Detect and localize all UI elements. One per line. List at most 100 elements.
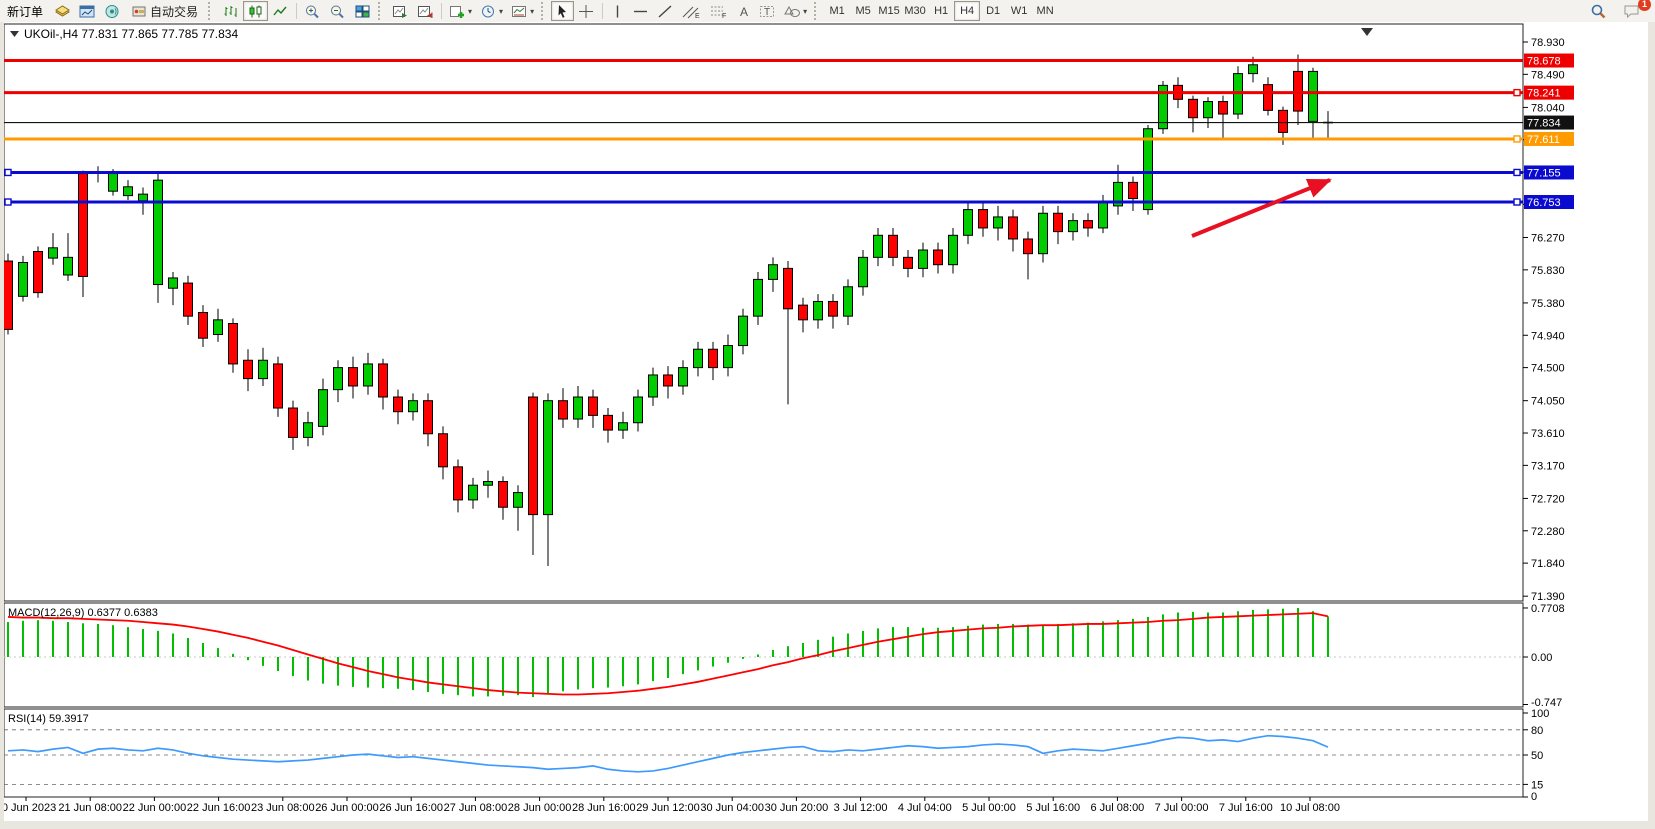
window-edge-bottom <box>0 821 1655 829</box>
macd-signal-line <box>7 612 1329 696</box>
candle <box>678 360 688 395</box>
line-handle[interactable] <box>1513 88 1521 97</box>
tile-windows-icon[interactable] <box>350 1 375 21</box>
date-label: 29 Jun 12:00 <box>636 802 700 814</box>
candle <box>843 279 853 325</box>
fibonacci-icon[interactable]: F <box>705 1 732 21</box>
add-indicator-icon[interactable]: ▾ <box>445 1 476 21</box>
candle <box>228 318 238 373</box>
macd-tick-label: 0.00 <box>1531 652 1552 664</box>
broadcast-icon[interactable] <box>100 1 125 21</box>
timeframe-MN[interactable]: MN <box>1036 5 1054 17</box>
one-click-trading-toggle[interactable] <box>10 31 19 37</box>
line-handle[interactable] <box>4 168 12 177</box>
candle <box>408 393 418 421</box>
timeframe-H1[interactable]: H1 <box>934 5 949 17</box>
line-chart-icon[interactable] <box>268 1 293 21</box>
auto-scroll-icon[interactable] <box>388 1 413 21</box>
candle <box>153 172 163 303</box>
candlestick-icon[interactable] <box>243 1 269 21</box>
periods-icon[interactable]: ▾ <box>476 1 507 21</box>
price-tick-label: 73.170 <box>1531 460 1565 472</box>
candle <box>273 356 283 417</box>
price-tick-label: 71.840 <box>1531 558 1565 570</box>
chart-area[interactable]: 78.93078.49078.04077.60077.16076.72076.2… <box>0 22 1655 829</box>
candle <box>693 341 703 377</box>
chart-shift-icon[interactable] <box>413 1 438 21</box>
line-handle[interactable] <box>1513 198 1521 206</box>
macd-tick-label: 0.7708 <box>1531 603 1565 615</box>
rsi-tick-label: 80 <box>1531 725 1543 737</box>
line-handle[interactable] <box>1513 135 1521 143</box>
candle <box>573 385 583 428</box>
candle <box>1083 213 1093 237</box>
trendline-icon[interactable] <box>653 1 678 21</box>
zoom-in-icon[interactable] <box>300 1 325 21</box>
timeframe-M15[interactable]: M15 <box>878 5 900 17</box>
search-icon[interactable] <box>1586 1 1611 21</box>
candle <box>903 250 913 278</box>
toolbar-separator <box>602 3 604 19</box>
candle <box>1188 95 1198 133</box>
price-tick-label: 72.280 <box>1531 526 1565 538</box>
vertical-line-icon[interactable] <box>606 1 628 21</box>
date-label: 5 Jul 16:00 <box>1026 802 1080 814</box>
candle <box>423 393 433 447</box>
text-icon[interactable]: A <box>732 1 755 21</box>
price-badge <box>1524 195 1574 210</box>
timeframe-D1[interactable]: D1 <box>986 5 1001 17</box>
candle <box>333 360 343 403</box>
timeframe-M1[interactable]: M1 <box>829 5 845 17</box>
templates-icon[interactable]: ▾ <box>507 1 538 21</box>
timeframe-M30[interactable]: M30 <box>904 5 926 17</box>
rsi-tick-label: 0 <box>1531 791 1537 803</box>
zoom-out-icon[interactable] <box>325 1 350 21</box>
candle <box>1023 231 1033 280</box>
date-axis[interactable]: 20 Jun 2023 21 Jun 08:00 22 Jun 00:00 22 Ju… <box>0 797 1340 814</box>
candle <box>603 408 613 443</box>
price-tick-label: 74.940 <box>1531 330 1565 342</box>
timeframe-M5[interactable]: M5 <box>855 5 871 17</box>
label-icon[interactable]: T <box>755 1 780 21</box>
bar-chart-icon[interactable] <box>218 1 243 21</box>
auto-trading-button[interactable]: 自动交易 <box>125 1 205 21</box>
date-label: 30 Jun 20:00 <box>765 802 829 814</box>
cursor-icon[interactable] <box>551 1 575 21</box>
new-order-button[interactable]: 新订单 <box>0 1 50 21</box>
candle <box>48 233 58 265</box>
window-edge-right <box>1648 22 1655 829</box>
timeframe-W1[interactable]: W1 <box>1010 5 1028 17</box>
price-tick-label: 78.040 <box>1531 102 1565 114</box>
chat-icon[interactable]: 1 <box>1619 0 1651 21</box>
candle <box>933 242 943 274</box>
line-handle[interactable] <box>1513 168 1521 177</box>
candle <box>1158 80 1168 134</box>
date-label: 22 Jun 16:00 <box>187 802 251 814</box>
candle <box>978 202 988 237</box>
line-handle[interactable] <box>4 198 12 206</box>
date-label: 28 Jun 16:00 <box>572 802 636 814</box>
horizontal-line-icon[interactable] <box>628 1 653 21</box>
shift-marker-icon[interactable] <box>1361 28 1373 36</box>
shapes-icon[interactable]: ▾ <box>780 1 811 21</box>
price-badge-label: 76.753 <box>1527 197 1561 209</box>
macd-tick-label: -0.747 <box>1531 697 1562 709</box>
date-label: 22 Jun 00:00 <box>123 802 187 814</box>
timeframe-H4[interactable]: H4 <box>954 1 981 21</box>
toolbar-grip <box>378 2 385 20</box>
chart-window-icon[interactable] <box>75 1 100 21</box>
toolbar-grip <box>208 2 215 20</box>
candle <box>723 334 733 377</box>
candle <box>963 202 973 245</box>
price-badge <box>1524 165 1574 180</box>
date-label: 20 Jun 2023 <box>0 802 56 814</box>
candle <box>543 393 553 567</box>
channel-icon[interactable]: E <box>678 1 705 21</box>
rsi-panel <box>3 708 1524 798</box>
candle <box>633 389 643 432</box>
candle <box>33 246 43 298</box>
date-label: 7 Jul 00:00 <box>1155 802 1209 814</box>
crosshair-icon[interactable] <box>574 1 599 21</box>
layers-icon[interactable] <box>50 1 75 21</box>
trend-arrow[interactable] <box>1191 178 1332 238</box>
